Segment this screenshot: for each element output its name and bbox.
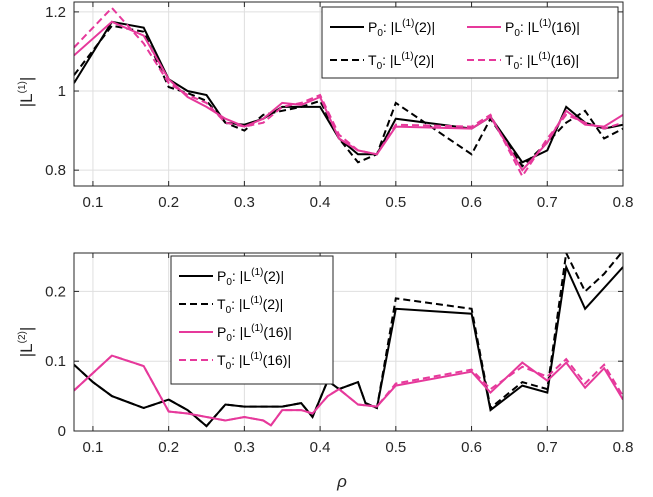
- y-tick-label: 0.1: [45, 353, 66, 370]
- legend-label: T0: |L(1)(2)|: [368, 51, 434, 72]
- bottom-y-axis-label: |L(2)|: [17, 327, 36, 358]
- legend-label: P0: |L(1)(2)|: [368, 18, 435, 39]
- x-tick-label: 0.5: [385, 194, 406, 211]
- y-tick-label: 0.8: [45, 162, 66, 179]
- x-tick-label: 0.8: [613, 194, 634, 211]
- legend: P0: |L(1)(2)| P0: |L(1)(16)| T0: |L(1)(2)|…: [321, 6, 619, 79]
- y-tick-label: 0.2: [45, 283, 66, 300]
- x-tick-label: 0.1: [83, 194, 104, 211]
- x-tick-label: 0.2: [158, 439, 179, 456]
- top-panel: |L(1)| 0.1 0.2 0.3 0.4 0.5 0.6 0.7 0.8 0.8 1 1.2 P0…: [17, 1, 634, 211]
- x-tick-label: 0.4: [310, 194, 331, 211]
- legend-label: P0: |L(1)(16)|: [217, 323, 292, 344]
- x-tick-label: 0.4: [310, 439, 331, 456]
- x-tick-label: 0.8: [613, 439, 634, 456]
- legend-box: [170, 255, 334, 385]
- y-tick-label: 0: [58, 423, 66, 440]
- series-line-4: [74, 6, 623, 179]
- legend-label: P0: |L(1)(2)|: [217, 267, 284, 288]
- axes-frame: [73, 1, 624, 187]
- legend-label: T0: |L(1)(16)|: [505, 51, 579, 72]
- x-tick-label: 0.7: [537, 194, 558, 211]
- legend-label: P0: |L(1)(16)|: [505, 18, 580, 39]
- legend-label: T0: |L(1)(2)|: [217, 295, 283, 316]
- legend-box: [321, 6, 619, 79]
- y-tick-label: 1: [58, 83, 66, 100]
- x-tick-label: 0.3: [234, 194, 255, 211]
- legend-label: T0: |L(1)(16)|: [217, 351, 291, 372]
- series-line-4: [74, 354, 623, 427]
- x-tick-label: 0.1: [83, 439, 104, 456]
- axes-frame: [73, 252, 624, 432]
- x-tick-label: 0.7: [537, 439, 558, 456]
- legend: P0: |L(1)(2)| T0: |L(1)(2)| P0: |L(1)(16)|…: [170, 255, 334, 385]
- series-line-1: [74, 20, 623, 164]
- x-tick-label: 0.6: [461, 194, 482, 211]
- x-tick-label: 0.3: [234, 439, 255, 456]
- bottom-panel: |L(2)| ρ 0.1 0.2 0.3 0.4 0.5 0.6 0.7 0.8 0 0.1 0.2…: [17, 252, 634, 491]
- x-axis-label: ρ: [336, 472, 347, 491]
- series-line-2: [74, 253, 623, 428]
- x-tick-label: 0.6: [461, 439, 482, 456]
- x-tick-label: 0.5: [385, 439, 406, 456]
- x-tick-label: 0.2: [158, 194, 179, 211]
- top-y-axis-label: |L(1)|: [17, 77, 36, 108]
- y-tick-label: 1.2: [45, 4, 66, 21]
